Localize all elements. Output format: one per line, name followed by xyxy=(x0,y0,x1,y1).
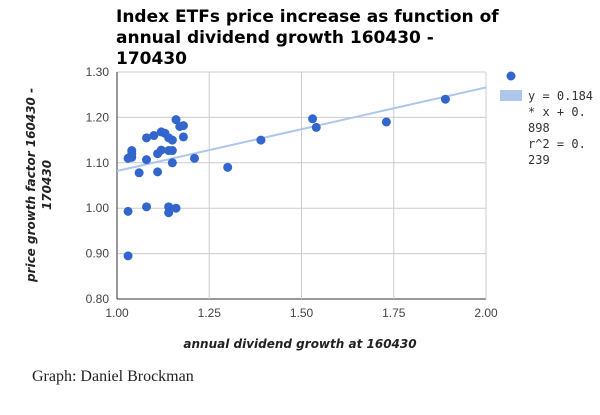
y-tick-label: 1.10 xyxy=(86,156,110,170)
y-tick-label: 1.00 xyxy=(86,201,110,215)
legend-line-5: 239 xyxy=(528,153,550,167)
data-point xyxy=(164,208,174,218)
data-point xyxy=(142,133,152,143)
data-point xyxy=(223,162,233,172)
y-axis-label-line-2: 170430 xyxy=(40,160,54,210)
y-tick-label: 0.90 xyxy=(86,247,110,261)
legend-trendline-swatch xyxy=(500,90,522,101)
data-point xyxy=(156,145,166,155)
legend-line-2: * x + 0. xyxy=(528,105,586,119)
data-point xyxy=(123,206,133,216)
data-point xyxy=(149,131,159,141)
trendline-layer xyxy=(116,86,487,172)
chart-title-line-3: 170430 xyxy=(116,49,187,69)
x-tick-label: 1.25 xyxy=(198,306,222,320)
data-point xyxy=(167,158,177,168)
data-point xyxy=(440,94,450,104)
legend: y = 0.184 * x + 0. 898 r^2 = 0. 239 xyxy=(500,71,593,167)
trendline xyxy=(116,86,487,172)
x-tick-label: 1.00 xyxy=(105,306,129,320)
x-tick-label: 1.75 xyxy=(382,306,406,320)
data-point xyxy=(381,117,391,127)
y-axis-label: price growth factor 160430 - 170430 xyxy=(24,88,54,283)
data-point xyxy=(178,121,188,131)
data-point xyxy=(189,153,199,163)
y-axis-label-line-1: price growth factor 160430 - xyxy=(24,88,38,283)
data-point xyxy=(256,135,266,145)
gridlines xyxy=(116,71,487,300)
graph-credit: Graph: Daniel Brockman xyxy=(32,368,194,385)
data-point xyxy=(171,203,181,213)
x-tick-label: 1.50 xyxy=(290,306,314,320)
data-point xyxy=(171,115,181,125)
x-tick-label: 2.00 xyxy=(474,306,498,320)
data-point xyxy=(311,122,321,132)
legend-line-3: 898 xyxy=(528,121,550,135)
data-point xyxy=(153,167,163,177)
axes: 0.80 0.90 1.00 1.10 1.20 1.30 1.00 1.25 1.50 1.75… xyxy=(86,65,498,320)
y-tick-label: 1.20 xyxy=(86,110,110,124)
x-axis-label: annual dividend growth at 160430 xyxy=(183,337,416,351)
chart-title-line-2: annual dividend growth 160430 - xyxy=(116,28,434,48)
y-tick-label: 0.80 xyxy=(86,292,110,306)
data-point xyxy=(142,202,152,212)
data-point xyxy=(134,168,144,178)
y-tick-label: 1.30 xyxy=(86,65,110,79)
chart-title-line-1: Index ETFs price increase as function of xyxy=(116,7,499,27)
data-point xyxy=(142,155,152,165)
data-point xyxy=(127,146,137,156)
data-point xyxy=(123,251,133,261)
data-point xyxy=(167,146,177,156)
data-point xyxy=(167,135,177,145)
data-point xyxy=(308,114,318,124)
chart-title: Index ETFs price increase as function of… xyxy=(116,7,499,69)
data-points xyxy=(123,94,450,261)
legend-point-marker xyxy=(506,71,516,81)
legend-line-1: y = 0.184 xyxy=(528,89,593,103)
data-point xyxy=(178,132,188,142)
legend-line-4: r^2 = 0. xyxy=(528,137,586,151)
